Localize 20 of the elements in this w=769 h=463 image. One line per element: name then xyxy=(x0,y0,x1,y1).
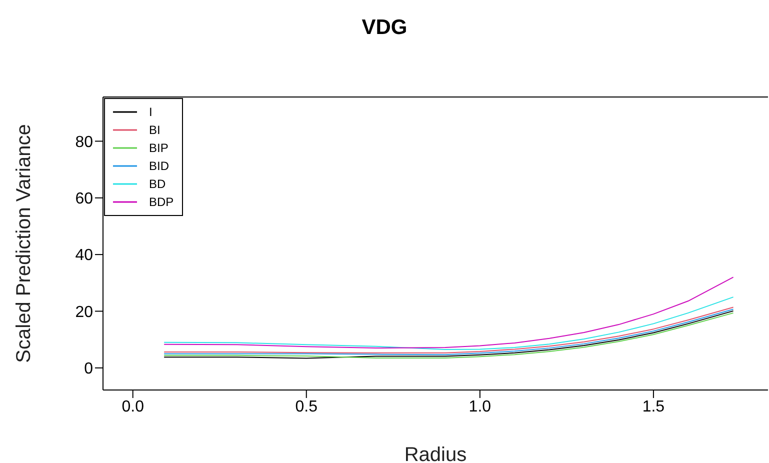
x-tick-label: 0.0 xyxy=(122,398,144,416)
legend-label: BIP xyxy=(149,141,168,155)
legend-label: BI xyxy=(149,123,160,137)
x-tick-label: 1.5 xyxy=(642,398,665,416)
y-tick-label: 60 xyxy=(75,190,94,208)
y-tick-label: 20 xyxy=(75,304,94,321)
legend-label: BDP xyxy=(149,195,174,209)
x-tick-label: 1.0 xyxy=(468,398,492,416)
y-tick-label: 40 xyxy=(75,247,94,264)
legend-label: I xyxy=(149,105,152,119)
chart-title: VDG xyxy=(360,16,408,40)
y-axis-title: Scaled Prediction Variance xyxy=(13,124,36,363)
line-series xyxy=(164,296,734,350)
x-axis-title: Radius xyxy=(404,444,467,463)
y-tick-label: 0 xyxy=(84,360,94,378)
legend-label: BID xyxy=(149,159,170,173)
legend-label: BD xyxy=(149,177,166,191)
y-tick-label: 80 xyxy=(75,134,94,151)
x-tick-label: 0.5 xyxy=(295,398,318,416)
line-series xyxy=(164,276,734,349)
